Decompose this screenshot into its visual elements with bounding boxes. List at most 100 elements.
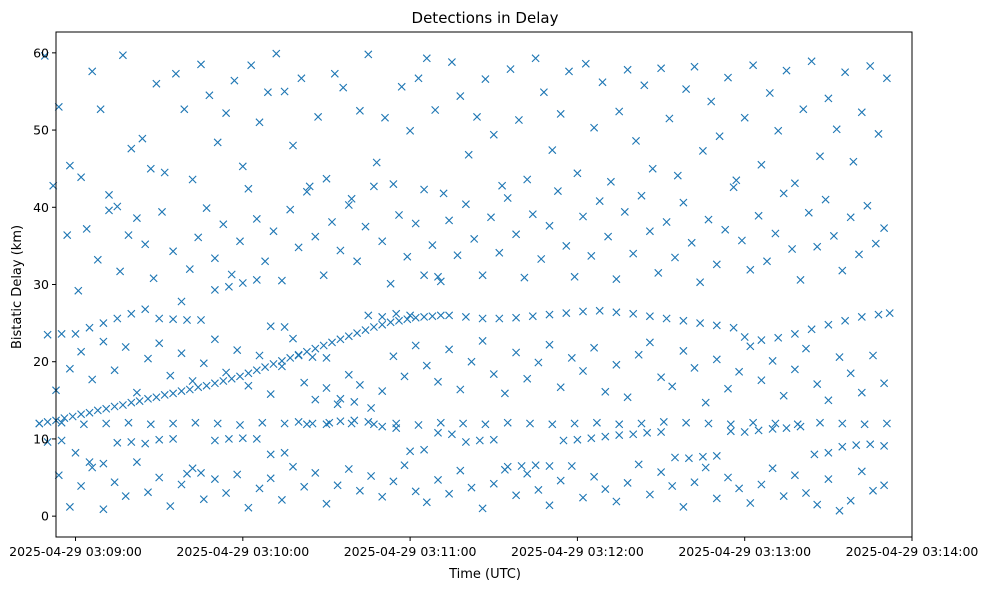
data-point-229 xyxy=(247,61,256,70)
data-point-471 xyxy=(802,344,810,353)
y-tick-label-3: 30 xyxy=(33,277,49,292)
data-point-398 xyxy=(838,266,847,275)
data-point-315 xyxy=(141,240,150,249)
data-point-432 xyxy=(367,404,376,412)
data-point-34 xyxy=(319,341,328,350)
data-point-24 xyxy=(236,372,244,381)
data-point-196 xyxy=(754,426,763,435)
data-point-444 xyxy=(500,389,509,398)
data-point-217 xyxy=(146,164,155,173)
data-point-375 xyxy=(645,227,654,236)
data-point-462 xyxy=(701,398,710,407)
data-point-218 xyxy=(152,79,161,88)
data-point-467 xyxy=(757,376,766,385)
data-point-500 xyxy=(289,462,297,471)
data-point-125 xyxy=(169,315,178,324)
data-point-127 xyxy=(197,316,205,324)
data-point-74 xyxy=(857,312,866,321)
data-point-60 xyxy=(629,309,638,318)
data-point-106 xyxy=(682,418,691,427)
data-point-383 xyxy=(712,260,721,269)
data-point-186 xyxy=(615,431,624,440)
data-point-428 xyxy=(322,384,331,392)
data-point-509 xyxy=(389,477,398,486)
data-point-520 xyxy=(512,491,521,500)
data-point-65 xyxy=(712,321,721,330)
data-point-530 xyxy=(623,478,632,487)
data-point-108 xyxy=(726,420,735,429)
data-point-333 xyxy=(294,243,303,252)
data-point-355 xyxy=(478,271,487,280)
data-point-361 xyxy=(528,210,537,219)
data-point-50 xyxy=(461,312,470,321)
data-point-318 xyxy=(169,247,178,256)
data-point-473 xyxy=(824,396,833,405)
data-point-303 xyxy=(866,62,875,70)
data-point-282 xyxy=(690,62,699,71)
data-point-476 xyxy=(857,388,866,397)
data-point-497 xyxy=(255,484,264,493)
data-point-117 xyxy=(57,329,66,338)
data-point-99 xyxy=(526,419,534,428)
data-point-403 xyxy=(880,224,889,233)
data-point-511 xyxy=(411,487,420,496)
data-point-424 xyxy=(277,362,286,371)
data-point-508 xyxy=(378,492,387,501)
data-point-429 xyxy=(333,400,342,409)
data-point-397 xyxy=(829,231,838,240)
data-point-459 xyxy=(668,382,677,391)
data-point-42 xyxy=(386,318,395,327)
data-point-543 xyxy=(768,464,777,473)
data-point-119 xyxy=(85,323,94,332)
data-point-290 xyxy=(757,160,766,169)
data-point-204 xyxy=(866,440,875,449)
data-point-482 xyxy=(88,463,97,472)
data-point-109 xyxy=(749,418,758,427)
data-point-122 xyxy=(127,309,136,318)
data-point-154 xyxy=(169,434,178,443)
data-point-501 xyxy=(300,482,309,491)
data-point-388 xyxy=(754,211,763,220)
data-point-191 xyxy=(684,454,693,463)
data-point-506 xyxy=(355,486,364,495)
data-point-78 xyxy=(57,418,66,427)
data-point-52 xyxy=(495,314,504,323)
data-point-542 xyxy=(757,480,766,489)
data-point-258 xyxy=(489,130,498,139)
x-tick-label-0: 2025-04-29 03:09:00 xyxy=(9,544,142,559)
data-point-309 xyxy=(82,224,91,233)
data-point-547 xyxy=(813,500,822,509)
data-point-226 xyxy=(222,109,231,118)
data-point-219 xyxy=(160,168,169,177)
data-point-262 xyxy=(523,175,532,184)
data-point-469 xyxy=(779,391,788,400)
data-point-195 xyxy=(740,428,749,436)
data-point-336 xyxy=(319,271,328,280)
data-point-474 xyxy=(835,353,844,362)
data-point-11 xyxy=(127,398,136,407)
data-point-144 xyxy=(434,272,442,281)
data-point-340 xyxy=(353,257,362,266)
data-point-82 xyxy=(146,420,155,429)
data-point-541 xyxy=(746,499,755,507)
data-point-267 xyxy=(565,67,573,76)
data-point-132 xyxy=(266,322,275,331)
data-point-30 xyxy=(286,353,295,362)
data-point-85 xyxy=(213,419,222,428)
data-point-105 xyxy=(659,417,668,426)
data-point-5 xyxy=(77,410,86,419)
data-point-200 xyxy=(810,450,819,459)
x-axis-label: Time (UTC) xyxy=(448,567,521,582)
data-point-94 xyxy=(414,421,423,429)
data-point-151 xyxy=(127,438,136,446)
data-point-98 xyxy=(503,418,512,427)
data-point-374 xyxy=(637,191,646,200)
data-point-58 xyxy=(595,306,604,315)
data-point-524 xyxy=(556,476,565,485)
data-point-455 xyxy=(623,393,632,402)
data-point-203 xyxy=(852,441,861,450)
data-point-441 xyxy=(467,357,476,366)
data-point-113 xyxy=(838,419,847,428)
data-point-362 xyxy=(537,255,546,263)
data-point-277 xyxy=(648,164,657,173)
